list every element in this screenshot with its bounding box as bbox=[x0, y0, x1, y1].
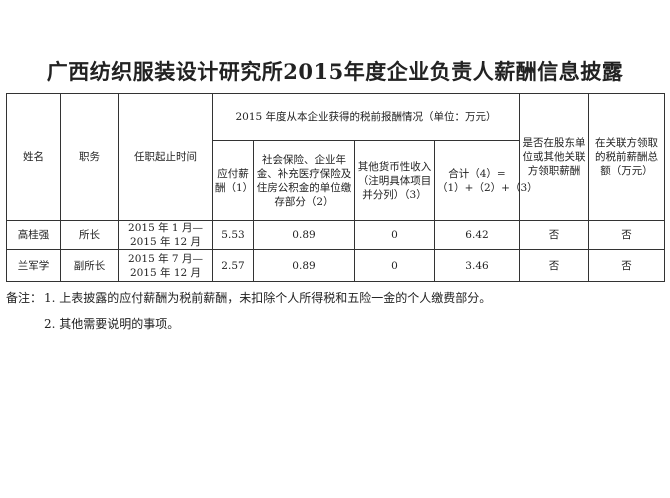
cell-c1: 2.57 bbox=[212, 249, 254, 282]
header-name: 姓名 bbox=[6, 93, 61, 221]
header-term: 任职起止时间 bbox=[118, 93, 213, 221]
cell-c6: 否 bbox=[588, 249, 665, 282]
header-c2: 社会保险、企业年金、补充医疗保险及住房公积金的单位缴存部分（2） bbox=[253, 140, 355, 221]
note-1: 1. 上表披露的应付薪酬为税前薪酬，未扣除个人所得税和五险一金的个人缴费部分。 bbox=[44, 291, 492, 305]
notes-label: 备注： bbox=[6, 291, 43, 305]
cell-c1: 5.53 bbox=[212, 220, 254, 250]
table-row: 高桂强 所长 2015 年 1 月—2015 年 12 月 5.53 0.89 … bbox=[6, 220, 665, 250]
table-row: 兰军学 副所长 2015 年 7 月—2015 年 12 月 2.57 0.89… bbox=[6, 249, 665, 282]
cell-name: 高桂强 bbox=[6, 220, 61, 250]
cell-c4: 6.42 bbox=[434, 220, 520, 250]
cell-c3: 0 bbox=[354, 220, 435, 250]
header-c3: 其他货币性收入（注明具体项目并分列）（3） bbox=[354, 140, 435, 221]
cell-position: 副所长 bbox=[60, 249, 119, 282]
cell-c5: 否 bbox=[519, 220, 589, 250]
header-c1: 应付薪酬（1） bbox=[212, 140, 254, 221]
cell-name: 兰军学 bbox=[6, 249, 61, 282]
header-group: 2015 年度从本企业获得的税前报酬情况（单位：万元） bbox=[212, 93, 520, 141]
note-2: 2. 其他需要说明的事项。 bbox=[44, 317, 180, 331]
cell-term: 2015 年 7 月—2015 年 12 月 bbox=[118, 249, 213, 282]
cell-c2: 0.89 bbox=[253, 220, 355, 250]
cell-c6: 否 bbox=[588, 220, 665, 250]
header-c5: 是否在股东单位或其他关联方领职薪酬 bbox=[519, 93, 589, 221]
page-title: 广西纺织服装设计研究所2015年度企业负责人薪酬信息披露 bbox=[46, 59, 624, 84]
salary-table: 姓名 职务 任职起止时间 2015 年度从本企业获得的税前报酬情况（单位：万元）… bbox=[6, 93, 665, 282]
cell-c4: 3.46 bbox=[434, 249, 520, 282]
cell-position: 所长 bbox=[60, 220, 119, 250]
cell-c2: 0.89 bbox=[253, 249, 355, 282]
header-c4: 合计（4）=（1）+（2）+（3） bbox=[434, 140, 538, 221]
cell-c3: 0 bbox=[354, 249, 435, 282]
header-c6: 在关联方领取的税前薪酬总额（万元） bbox=[588, 93, 665, 221]
cell-term: 2015 年 1 月—2015 年 12 月 bbox=[118, 220, 213, 250]
cell-c5: 否 bbox=[519, 249, 589, 282]
header-position: 职务 bbox=[60, 93, 119, 221]
